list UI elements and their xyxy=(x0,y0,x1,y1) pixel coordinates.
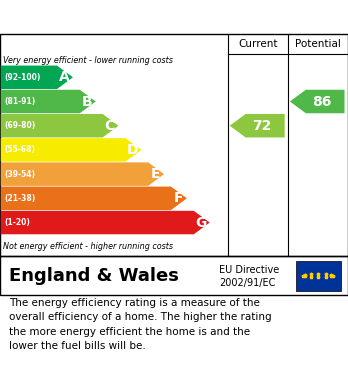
Text: The energy efficiency rating is a measure of the
overall efficiency of a home. T: The energy efficiency rating is a measur… xyxy=(9,298,271,351)
Polygon shape xyxy=(1,114,119,138)
Text: E: E xyxy=(151,167,160,181)
Text: 2002/91/EC: 2002/91/EC xyxy=(219,278,276,289)
Text: 86: 86 xyxy=(312,95,332,108)
Text: F: F xyxy=(173,191,183,205)
Text: C: C xyxy=(105,119,115,133)
Polygon shape xyxy=(1,138,141,161)
Text: (21-38): (21-38) xyxy=(5,194,36,203)
Text: Very energy efficient - lower running costs: Very energy efficient - lower running co… xyxy=(3,56,173,65)
Polygon shape xyxy=(1,211,210,234)
Text: G: G xyxy=(195,215,207,230)
Bar xyxy=(296,261,341,291)
Polygon shape xyxy=(1,187,187,210)
Polygon shape xyxy=(1,162,164,186)
Text: (39-54): (39-54) xyxy=(5,170,35,179)
Polygon shape xyxy=(1,90,96,113)
Text: 72: 72 xyxy=(252,119,272,133)
Text: Energy Efficiency Rating: Energy Efficiency Rating xyxy=(9,11,230,27)
Text: Potential: Potential xyxy=(295,39,341,49)
Text: B: B xyxy=(82,95,92,108)
Text: England & Wales: England & Wales xyxy=(9,267,179,285)
Text: EU Directive: EU Directive xyxy=(219,265,279,275)
Polygon shape xyxy=(1,66,73,89)
Text: (55-68): (55-68) xyxy=(5,145,35,154)
Polygon shape xyxy=(290,90,345,113)
Text: (69-80): (69-80) xyxy=(5,121,36,130)
Text: A: A xyxy=(59,70,70,84)
Text: (1-20): (1-20) xyxy=(5,218,30,227)
Text: (81-91): (81-91) xyxy=(5,97,36,106)
Text: (92-100): (92-100) xyxy=(5,73,41,82)
Text: D: D xyxy=(127,143,138,157)
Polygon shape xyxy=(230,114,285,138)
Text: Not energy efficient - higher running costs: Not energy efficient - higher running co… xyxy=(3,242,174,251)
Text: Current: Current xyxy=(238,39,278,49)
